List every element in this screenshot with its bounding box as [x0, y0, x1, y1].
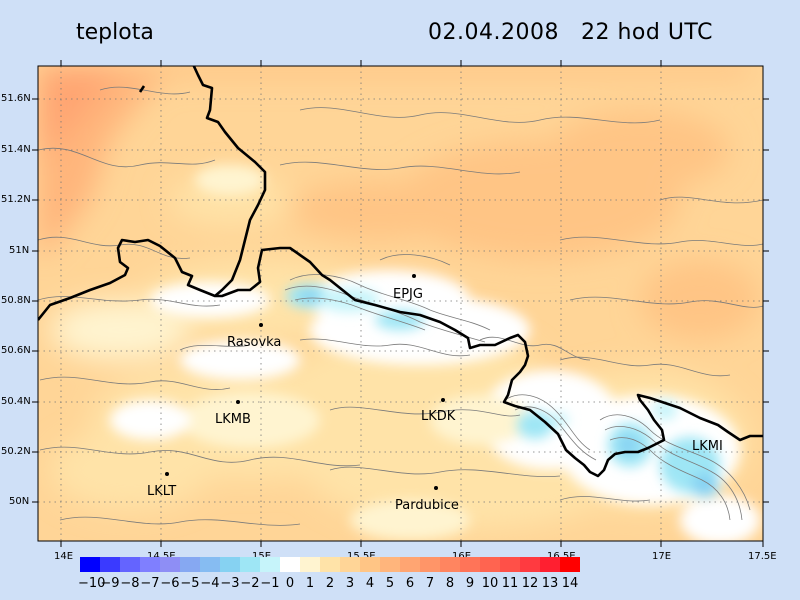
colorbar-swatch: [560, 557, 580, 572]
lat-label: 50.6N: [1, 345, 31, 356]
colorbar-swatch: [380, 557, 400, 572]
station-label-epjg: EPJG: [393, 287, 423, 302]
lon-label: 16.5E: [547, 551, 576, 562]
colorbar-swatch: [340, 557, 360, 572]
lon-label: 15E: [252, 551, 271, 562]
station-dot-lklt: [165, 472, 169, 476]
colorbar-swatch: [420, 557, 440, 572]
colorbar-label: −2: [240, 576, 260, 591]
date-label: 02.04.2008: [428, 20, 559, 45]
colorbar-swatch: [500, 557, 520, 572]
colorbar-label: 0: [285, 576, 295, 591]
station-label-lkmb: LKMB: [215, 412, 251, 427]
colorbar-swatch: [460, 557, 480, 572]
colorbar-swatch: [80, 557, 100, 572]
lon-label: 14E: [54, 551, 74, 562]
colorbar-label: 4: [365, 576, 375, 591]
lat-label: 50N: [9, 496, 30, 507]
lat-label: 51.6N: [1, 93, 31, 104]
colorbar-swatch: [180, 557, 200, 572]
colorbar-label: −9: [100, 576, 120, 591]
colorbar-label: −10: [78, 576, 106, 591]
colorbar-label: 8: [445, 576, 455, 591]
lon-label: 15.5E: [347, 551, 376, 562]
colorbar-label: 13: [541, 576, 559, 591]
temperature-field: [38, 66, 763, 541]
colorbar-swatch: [160, 557, 180, 572]
station-dot-lkdk: [441, 398, 445, 402]
station-dot-epjg: [412, 274, 416, 278]
colorbar-swatch: [320, 557, 340, 572]
colorbar-label: 1: [305, 576, 315, 591]
station-label-rasovka: Rasovka: [227, 335, 281, 350]
colorbar-label: −7: [140, 576, 160, 591]
lon-label: 14.5E: [147, 551, 176, 562]
colorbar-swatch: [400, 557, 420, 572]
station-label-lkdk: LKDK: [421, 409, 456, 424]
colorbar-swatch: [540, 557, 560, 572]
colorbar-swatch: [260, 557, 280, 572]
map-border: [37, 65, 764, 542]
colorbar-label: −5: [180, 576, 200, 591]
lat-label: 50.2N: [1, 446, 31, 457]
station-label-pardubice: Pardubice: [395, 498, 459, 513]
colorbar-swatch: [480, 557, 500, 572]
national-borders: [38, 66, 763, 478]
station-label-lklt: LKLT: [147, 484, 176, 499]
lat-label: 51.4N: [1, 144, 31, 155]
lon-label: 17.5E: [748, 551, 777, 562]
colorbar-swatch: [140, 557, 160, 572]
station-labels: EPJG Rasovka LKMB LKDK LKMI LKLT Pardubi…: [147, 287, 723, 513]
colorbar-label: −6: [160, 576, 180, 591]
axis-ticks: [32, 60, 769, 547]
colorbar-label: 9: [465, 576, 475, 591]
colorbar-swatch: [440, 557, 460, 572]
colorbar-swatch: [220, 557, 240, 572]
colorbar-swatch: [300, 557, 320, 572]
colorbar-label: 2: [325, 576, 335, 591]
map-title-variable: teplota: [76, 20, 154, 45]
station-label-lkmi: LKMI: [692, 439, 723, 454]
time-label: 22 hod UTC: [580, 20, 713, 45]
lat-label: 51.2N: [1, 194, 31, 205]
station-markers: [165, 274, 445, 490]
colorbar-label: 10: [481, 576, 499, 591]
lat-label: 50.8N: [1, 295, 31, 306]
colorbar-label: 6: [405, 576, 415, 591]
lon-label: 16E: [452, 551, 471, 562]
lon-label: 17E: [652, 551, 672, 562]
colorbar-label: −3: [220, 576, 240, 591]
colorbar-label: 7: [425, 576, 435, 591]
colorbar-label: 14: [561, 576, 579, 591]
colorbar-label: −8: [120, 576, 140, 591]
lat-label: 51N: [9, 245, 30, 256]
colorbar-label: −4: [200, 576, 220, 591]
lat-label: 50.4N: [1, 396, 31, 407]
station-dot-lkmb: [236, 400, 240, 404]
colorbar-swatch: [520, 557, 540, 572]
colorbar-label: 3: [345, 576, 355, 591]
colorbar-label: 12: [521, 576, 539, 591]
colorbar-swatch: [200, 557, 220, 572]
colorbar-swatch: [240, 557, 260, 572]
colorbar-swatch: [280, 557, 300, 572]
colorbar-swatch: [120, 557, 140, 572]
colorbar-swatch: [360, 557, 380, 572]
colorbar-label: 11: [501, 576, 519, 591]
map-title-datetime: 02.04.2008 22 hod UTC: [428, 20, 713, 45]
station-dot-pardubice: [434, 486, 438, 490]
colorbar-label: 5: [385, 576, 395, 591]
colorbar-label: −1: [260, 576, 280, 591]
station-dot-rasovka: [259, 323, 263, 327]
colorbar-swatch: [100, 557, 120, 572]
